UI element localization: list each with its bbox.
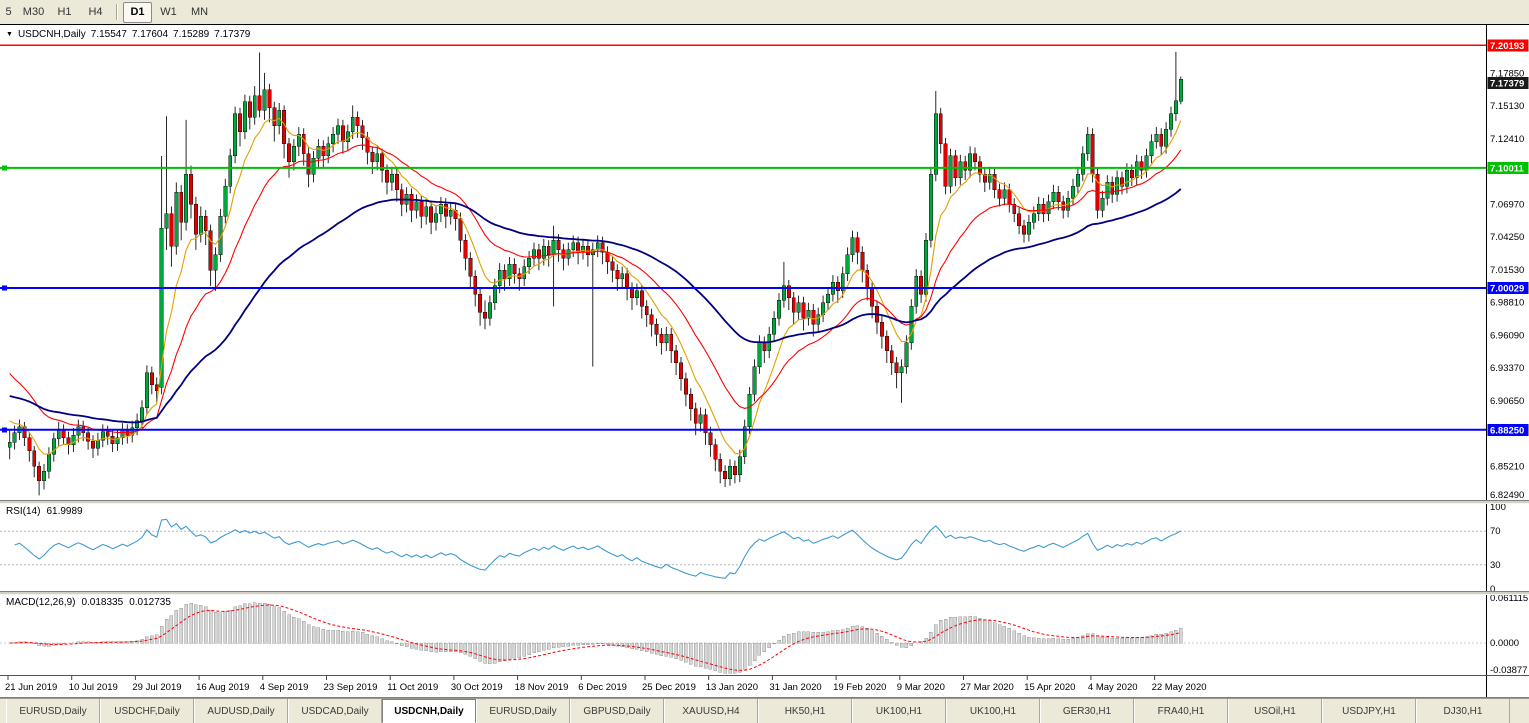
rsi-name: RSI(14) bbox=[6, 506, 41, 517]
ohlc-close: 7.17379 bbox=[214, 29, 251, 40]
svg-text:25 Dec 2019: 25 Dec 2019 bbox=[642, 682, 696, 693]
svg-text:6.98810: 6.98810 bbox=[1490, 298, 1524, 309]
svg-text:6.82490: 6.82490 bbox=[1490, 490, 1524, 501]
svg-text:6.93370: 6.93370 bbox=[1490, 363, 1524, 374]
svg-text:13 Jan 2020: 13 Jan 2020 bbox=[706, 682, 758, 693]
tab-fra40-h1[interactable]: FRA40,H1 bbox=[1134, 699, 1228, 723]
timeframe-m30[interactable]: M30 bbox=[22, 6, 45, 18]
svg-text:7.17850: 7.17850 bbox=[1490, 69, 1524, 80]
svg-text:10 Jul 2019: 10 Jul 2019 bbox=[69, 682, 118, 693]
svg-text:30: 30 bbox=[1490, 560, 1501, 571]
rsi-label: RSI(14) 61.9989 bbox=[6, 506, 83, 517]
svg-text:15 Apr 2020: 15 Apr 2020 bbox=[1024, 682, 1075, 693]
tab-dj30-h1[interactable]: DJ30,H1 bbox=[1416, 699, 1510, 723]
tab-xauusd-h4[interactable]: XAUUSD,H4 bbox=[664, 699, 758, 723]
svg-text:7.04250: 7.04250 bbox=[1490, 232, 1524, 243]
svg-text:6.90650: 6.90650 bbox=[1490, 396, 1524, 407]
svg-text:7.06970: 7.06970 bbox=[1490, 199, 1524, 210]
svg-text:23 Sep 2019: 23 Sep 2019 bbox=[324, 682, 378, 693]
svg-text:100: 100 bbox=[1490, 502, 1506, 513]
svg-text:19 Feb 2020: 19 Feb 2020 bbox=[833, 682, 886, 693]
tab-audusd-daily[interactable]: AUDUSD,Daily bbox=[194, 699, 288, 723]
timeframe-h1[interactable]: H1 bbox=[57, 6, 72, 18]
svg-text:6.85210: 6.85210 bbox=[1490, 461, 1524, 472]
svg-text:7.15130: 7.15130 bbox=[1490, 101, 1524, 112]
toolbar-separator bbox=[116, 4, 117, 20]
timeframe-h4[interactable]: H4 bbox=[88, 6, 103, 18]
macd-signal-value: 0.012735 bbox=[129, 597, 171, 608]
chart-symbol: USDCNH,Daily bbox=[17, 29, 86, 40]
svg-text:7.20193: 7.20193 bbox=[1490, 41, 1524, 52]
svg-text:-0.03877: -0.03877 bbox=[1490, 665, 1528, 676]
tab-usoil-h1[interactable]: USOil,H1 bbox=[1228, 699, 1322, 723]
svg-text:7.10011: 7.10011 bbox=[1490, 163, 1525, 174]
svg-text:7.00029: 7.00029 bbox=[1490, 283, 1524, 294]
svg-text:0: 0 bbox=[1490, 584, 1495, 595]
svg-text:6.96090: 6.96090 bbox=[1490, 330, 1524, 341]
tab-gbpusd-daily[interactable]: GBPUSD,Daily bbox=[570, 699, 664, 723]
chart-canvas[interactable]: 7.17850 7.15130 7.12410 7.06970 7.04250 7.015… bbox=[0, 24, 1529, 698]
tab-usdjpy-h1[interactable]: USDJPY,H1 bbox=[1322, 699, 1416, 723]
svg-text:0.0000: 0.0000 bbox=[1490, 638, 1519, 649]
svg-text:22 May 2020: 22 May 2020 bbox=[1152, 682, 1207, 693]
svg-text:31 Jan 2020: 31 Jan 2020 bbox=[769, 682, 821, 693]
svg-text:27 Mar 2020: 27 Mar 2020 bbox=[961, 682, 1014, 693]
ohlc-open: 7.15547 bbox=[90, 29, 127, 40]
tab-usdcad-daily[interactable]: USDCAD,Daily bbox=[288, 699, 382, 723]
tab-eurusd-daily[interactable]: EURUSD,Daily bbox=[6, 699, 100, 723]
tab-ger30-h1[interactable]: GER30,H1 bbox=[1040, 699, 1134, 723]
rsi-value: 61.9989 bbox=[46, 506, 83, 517]
tab-hk50-h1[interactable]: HK50,H1 bbox=[758, 699, 852, 723]
svg-text:7.12410: 7.12410 bbox=[1490, 134, 1524, 145]
macd-name: MACD(12,26,9) bbox=[6, 597, 76, 608]
svg-text:70: 70 bbox=[1490, 526, 1501, 537]
chart-collapse-icon[interactable]: ▼ bbox=[6, 30, 13, 38]
svg-text:6.88250: 6.88250 bbox=[1490, 425, 1524, 436]
tab-usdchf-daily[interactable]: USDCHF,Daily bbox=[100, 699, 194, 723]
ohlc-high: 7.17604 bbox=[131, 29, 169, 40]
timeframe-mn[interactable]: MN bbox=[190, 6, 209, 18]
symbol-tabbar: EURUSD,Daily USDCHF,Daily AUDUSD,Daily USDC… bbox=[0, 698, 1529, 723]
svg-text:21 Jun 2019: 21 Jun 2019 bbox=[5, 682, 57, 693]
svg-text:16 Aug 2019: 16 Aug 2019 bbox=[196, 682, 249, 693]
tab-eurusd-daily[interactable]: EURUSD,Daily bbox=[476, 699, 570, 723]
macd-main-value: 0.018335 bbox=[81, 597, 124, 608]
svg-text:4 May 2020: 4 May 2020 bbox=[1088, 682, 1138, 693]
ohlc-low: 7.15289 bbox=[173, 29, 210, 40]
price-chart[interactable]: 7.17850 7.15130 7.12410 7.06970 7.04250 7.015… bbox=[0, 24, 1529, 698]
timeframe-d1[interactable]: D1 bbox=[123, 1, 152, 23]
svg-text:11 Oct 2019: 11 Oct 2019 bbox=[387, 682, 438, 693]
tab-usdcnh-daily[interactable]: USDCNH,Daily bbox=[382, 699, 476, 723]
svg-text:6 Dec 2019: 6 Dec 2019 bbox=[578, 682, 627, 693]
svg-text:7.17379: 7.17379 bbox=[1490, 79, 1524, 90]
tab-uk100-h1[interactable]: UK100,H1 bbox=[946, 699, 1040, 723]
svg-text:9 Mar 2020: 9 Mar 2020 bbox=[897, 682, 945, 693]
timeframe-w1[interactable]: W1 bbox=[160, 6, 177, 18]
svg-text:0.061115: 0.061115 bbox=[1490, 593, 1528, 604]
svg-text:18 Nov 2019: 18 Nov 2019 bbox=[515, 682, 569, 693]
timeframe-5[interactable]: 5 bbox=[5, 6, 12, 18]
svg-text:7.01530: 7.01530 bbox=[1490, 265, 1524, 276]
svg-text:29 Jul 2019: 29 Jul 2019 bbox=[132, 682, 181, 693]
chart-ohlc-label: ▼ USDCNH,Daily 7.15547 7.17604 7.15289 7… bbox=[6, 29, 250, 40]
timeframe-toolbar: 5 M30 H1 H4 D1 W1 MN bbox=[0, 0, 1529, 24]
svg-text:30 Oct 2019: 30 Oct 2019 bbox=[451, 682, 503, 693]
svg-text:4 Sep 2019: 4 Sep 2019 bbox=[260, 682, 309, 693]
tab-uk100-h1[interactable]: UK100,H1 bbox=[852, 699, 946, 723]
macd-label: MACD(12,26,9) 0.018335 0.012735 bbox=[6, 597, 171, 608]
